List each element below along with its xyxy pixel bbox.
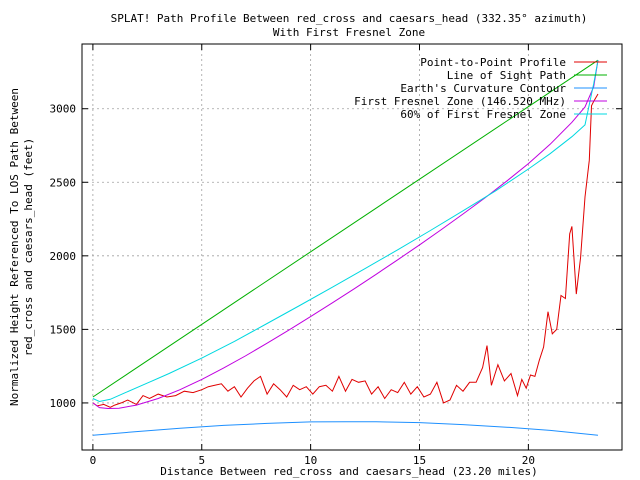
y-tick-label: 1500 — [50, 323, 77, 336]
y-tick-label: 3000 — [50, 103, 77, 116]
legend-label: First Fresnel Zone (146.520 MHz) — [354, 95, 566, 108]
x-axis: 0 5 10 15 20 — [90, 44, 535, 467]
series-line-line-of-sight-path — [92, 59, 599, 398]
x-tick-label: 15 — [413, 454, 426, 467]
chart-subtitle: With First Fresnel Zone — [273, 26, 425, 39]
legend-label: Line of Sight Path — [447, 69, 566, 82]
series-group — [92, 59, 599, 436]
y-axis-label-line-2: red_cross and caesars_head (feet) — [22, 138, 35, 357]
series-line-earth-s-curvature-contour — [92, 421, 599, 436]
chart-title: SPLAT! Path Profile Between red_cross an… — [111, 12, 588, 25]
y-tick-label: 2000 — [50, 250, 77, 263]
x-tick-label: 0 — [90, 454, 97, 467]
grid — [82, 44, 622, 450]
y-axis: 1000 1500 2000 2500 3000 — [50, 103, 622, 410]
x-axis-label: Distance Between red_cross and caesars_h… — [160, 465, 538, 478]
series-line-first-fresnel-zone-146-520-mhz — [92, 60, 599, 410]
series-line-point-to-point-profile — [92, 93, 599, 408]
y-axis-label-line-1: Normalized Height Referenced To LOS Path… — [8, 88, 21, 406]
plot-frame — [81, 43, 623, 451]
x-tick-label: 20 — [522, 454, 535, 467]
y-tick-label: 1000 — [50, 397, 77, 410]
x-tick-label: 10 — [304, 454, 317, 467]
series-line-60-of-first-fresnel-zone — [92, 60, 599, 403]
x-tick-label: 5 — [198, 454, 205, 467]
legend-label: Earth's Curvature Contour — [400, 82, 566, 95]
legend-label: 60% of First Fresnel Zone — [400, 108, 566, 121]
legend-label: Point-to-Point Profile — [420, 56, 566, 69]
y-tick-label: 2500 — [50, 176, 77, 189]
